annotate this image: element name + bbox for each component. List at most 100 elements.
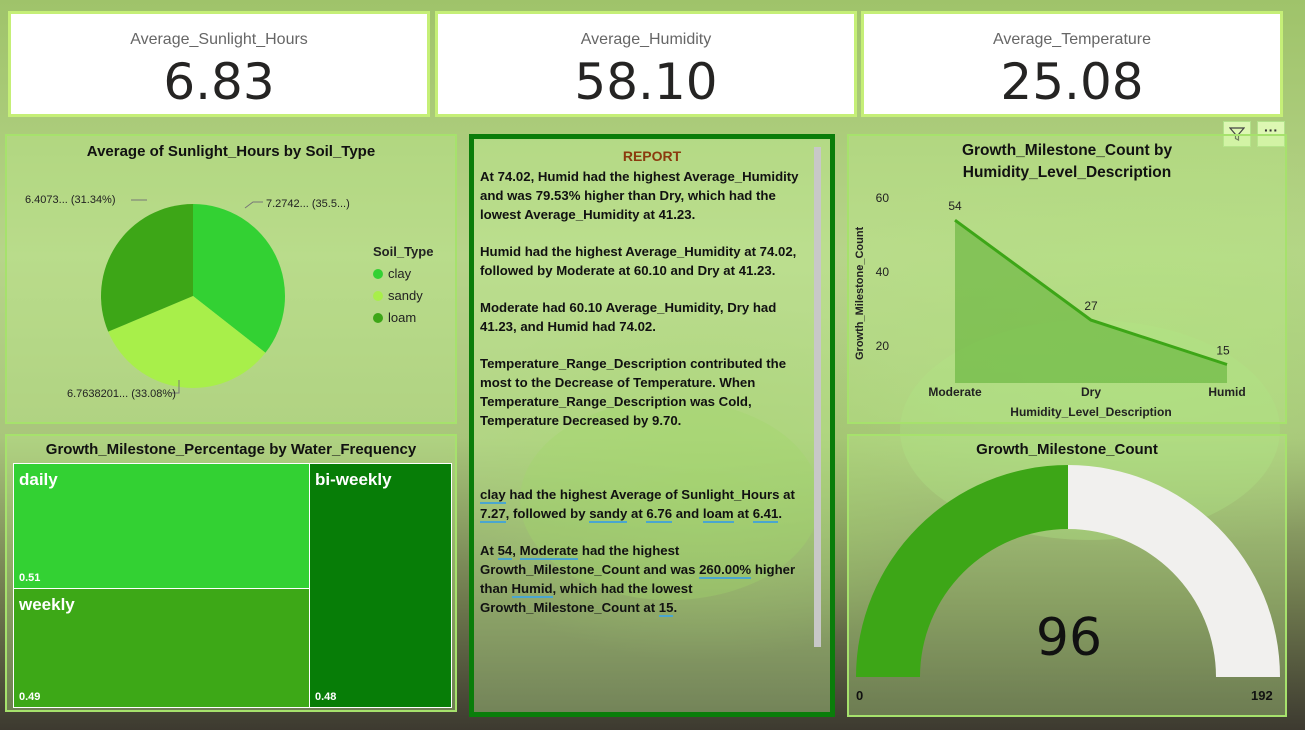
report-title: REPORT [622,148,682,164]
x-tick-label: Humid [1208,385,1245,399]
gauge-remaining-arc[interactable] [1068,465,1280,677]
gauge-title: Growth_Milestone_Count [976,441,1158,458]
pie-chart[interactable]: 7.2742... (35.5...) 6.7638201... (33.08%… [7,172,455,422]
report-scrollbar[interactable] [814,147,821,647]
kpi-label: Average_Sunlight_Hours [130,31,308,48]
treemap-label: bi-weekly [315,470,392,489]
treemap-value: 0.48 [315,691,337,703]
y-tick-label: 20 [876,339,890,353]
kpi-value: 6.83 [163,53,275,111]
line-chart-panel[interactable]: Growth_Milestone_Count by Humidity_Level… [847,134,1287,424]
treemap-value: 0.51 [19,572,41,584]
y-axis-label: Growth_Milestone_Count [854,226,866,360]
legend-item-loam[interactable]: loam [373,310,433,325]
report-text-span: at [733,506,753,521]
report-text-span: , followed by [505,506,590,521]
pie-slice-sandy[interactable] [108,296,266,388]
pie-leader-line-sandy [171,380,180,394]
treemap-title: Growth_Milestone_Percentage by Water_Fre… [45,441,417,458]
report-highlight[interactable]: 6.41 [752,506,779,523]
treemap-cell-daily[interactable]: daily 0.51 [13,463,310,589]
report-text-span: . [673,600,678,615]
pie-slice-loam[interactable] [101,204,193,332]
legend-label: clay [388,266,412,281]
report-paragraph: At 74.02, Humid had the highest Average_… [480,169,799,222]
gauge-chart[interactable]: 96 0 192 [849,463,1285,713]
report-text-span: had the highest Average of Sunlight_Hour… [505,487,795,502]
legend-item-clay[interactable]: clay [373,266,433,281]
gauge-value: 96 [1036,608,1102,668]
pie-slice-clay[interactable] [193,204,286,353]
area-chart[interactable]: 60 40 20 Moderate Dry Humid 54 27 15 Growth_Mil… [849,182,1285,422]
kpi-card-temperature[interactable]: Average_Temperature 25.08 [864,14,1280,114]
report-highlight[interactable]: Moderate [519,543,579,560]
series-line[interactable] [954,218,1228,366]
data-label: 27 [1084,299,1098,313]
line-chart-title: Growth_Milestone_Count by Humidity_Level… [849,140,1285,184]
pie-legend: Soil_Type clay sandy loam [373,244,433,325]
kpi-label: Average_Temperature [992,31,1152,48]
pie-chart-title: Average of Sunlight_Hours by Soil_Type [86,143,376,160]
treemap-label: daily [19,470,58,489]
report-paragraph: Temperature_Range_Description contribute… [480,356,787,428]
report-text-span: . [778,506,783,521]
report-paragraph: clay had the highest Average of Sunlight… [480,485,810,523]
pie-label-loam: 6.4073... (31.34%) [25,194,116,206]
treemap-value: 0.49 [19,691,41,703]
y-tick-label: 40 [876,265,890,279]
report-text-span: , which had the lowest Growth_Milestone_… [480,581,693,615]
kpi-label: Average_Humidity [580,31,712,48]
report-highlight[interactable]: 15 [658,600,674,617]
legend-item-sandy[interactable]: sandy [373,288,433,303]
report-highlight[interactable]: loam [702,506,734,523]
report-paragraph: At 54, Moderate had the highest Growth_M… [480,541,810,617]
report-paragraph: Moderate had 60.10 Average_Humidity, Dry… [480,300,777,334]
report-highlight[interactable]: 260.00% [699,562,752,579]
kpi-card-humidity[interactable]: Average_Humidity 58.10 [438,14,854,114]
pie-label-clay: 7.2742... (35.5...) [266,198,350,210]
legend-dot-icon [373,268,383,279]
report-text-span: had the highest Growth_Milestone_Count a… [480,543,700,577]
legend-dot-icon [373,312,383,323]
treemap-cell-bi-weekly[interactable]: bi-weekly 0.48 [309,463,452,708]
report-text-span: higher than [480,562,796,596]
report-text-span: at [627,506,647,521]
line-chart-title-line1: Growth_Milestone_Count by [961,142,1173,159]
pie-chart-panel[interactable]: Average of Sunlight_Hours by Soil_Type 7… [5,134,457,424]
kpi-card-sunlight[interactable]: Average_Sunlight_Hours 6.83 [11,14,427,114]
data-label: 54 [948,199,962,213]
x-tick-label: Moderate [928,385,982,399]
line-chart-title-line2: Humidity_Level_Description [962,164,1172,181]
report-highlight[interactable]: 7.27 [480,506,506,523]
x-axis-label: Humidity_Level_Description [1010,405,1171,419]
report-text-span: and [672,506,703,521]
gauge-min-label: 0 [856,688,863,703]
report-highlight[interactable]: 54 [497,543,513,560]
report-text-span: At [480,543,498,558]
x-tick-label: Dry [1081,385,1101,399]
gauge-max-label: 192 [1251,688,1273,703]
kpi-value: 25.08 [1000,53,1144,111]
gauge-value-arc[interactable] [856,465,1068,677]
report-text-span: , [512,543,520,558]
legend-dot-icon [373,290,383,301]
report-highlight[interactable]: sandy [589,506,628,523]
legend-label: loam [388,310,417,325]
treemap-panel[interactable]: Growth_Milestone_Percentage by Water_Fre… [5,434,457,712]
pie-label-sandy: 6.7638201... (33.08%) [67,388,176,400]
report-body: At 74.02, Humid had the highest Average_… [480,167,810,617]
data-label: 15 [1216,344,1230,358]
legend-label: sandy [388,288,423,303]
report-panel[interactable]: REPORT At 74.02, Humid had the highest A… [469,134,835,717]
report-paragraph: Humid had the highest Average_Humidity a… [480,244,797,278]
pie-leader-line-clay [244,201,263,209]
legend-title: Soil_Type [373,244,434,259]
report-highlight[interactable]: Humid [511,581,553,598]
report-highlight[interactable]: 6.76 [646,506,673,523]
y-tick-label: 60 [876,191,890,205]
treemap-cell-weekly[interactable]: weekly 0.49 [13,588,310,708]
kpi-value: 58.10 [574,53,718,111]
treemap-label: weekly [19,595,75,614]
report-highlight[interactable]: clay [480,487,506,504]
gauge-panel[interactable]: Growth_Milestone_Count 96 0 192 [847,434,1287,717]
